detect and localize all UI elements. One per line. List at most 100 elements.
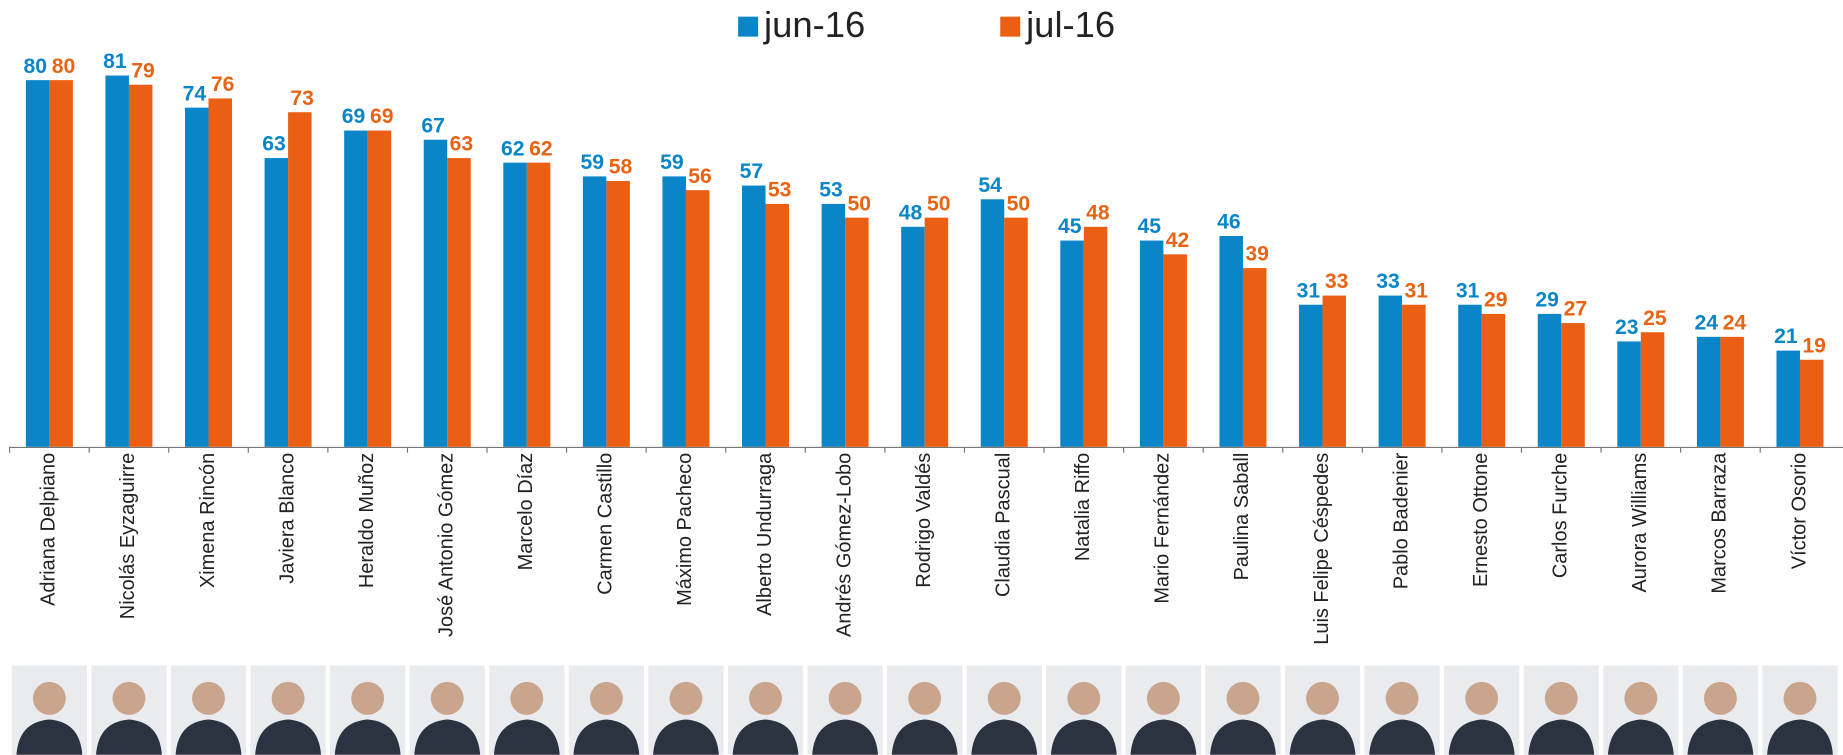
photo [1364, 665, 1440, 755]
x-tick-label: Heraldo Muñoz [356, 453, 378, 588]
x-tick-label: Marcos Barraza [1709, 452, 1731, 594]
data-label: 54 [978, 174, 1002, 197]
bar [1004, 217, 1028, 447]
photo-body [1607, 719, 1674, 755]
x-tick-label: Carmen Castillo [595, 453, 617, 595]
photo [489, 665, 565, 755]
bar [924, 217, 949, 447]
bar [1083, 226, 1108, 447]
photo-body [653, 719, 719, 755]
bar [582, 176, 607, 447]
data-label: 45 [1058, 215, 1082, 238]
photo-body [732, 719, 799, 755]
photo-body [1050, 719, 1117, 755]
bar [208, 98, 233, 447]
x-tick-label: Ernesto Ottone [1470, 453, 1492, 587]
photo-body [573, 719, 640, 755]
bar [344, 130, 368, 447]
bar [1561, 323, 1585, 447]
x-tick-label: Luis Felipe Céspedes [1311, 453, 1333, 645]
bar [264, 158, 289, 447]
photo-head [1067, 681, 1101, 715]
bar [1242, 268, 1267, 447]
bar [845, 217, 869, 447]
photo-body [175, 719, 242, 755]
bar [662, 176, 686, 447]
photo [1046, 665, 1122, 755]
data-label: 59 [660, 151, 684, 174]
data-label: 42 [1166, 229, 1190, 252]
photo [1284, 665, 1361, 755]
photo-head [351, 681, 385, 715]
data-label: 81 [103, 50, 127, 73]
bar [980, 199, 1005, 447]
photo [330, 665, 406, 755]
x-tick-label: Andrés Gómez-Lobo [833, 453, 855, 637]
bar [128, 84, 153, 447]
data-label: 59 [581, 151, 605, 174]
bar [1537, 313, 1562, 447]
data-label: 63 [262, 133, 286, 156]
photo-head [32, 681, 66, 715]
photo-body [812, 719, 879, 755]
data-label: 48 [899, 201, 923, 224]
photo [1125, 665, 1202, 755]
photo-body [1687, 719, 1754, 755]
bar [821, 203, 846, 447]
x-tick-label: Alberto Undurraga [754, 452, 776, 616]
photo-body [1448, 719, 1515, 755]
photo [568, 665, 644, 755]
data-label: 19 [1802, 334, 1826, 357]
photo [1603, 665, 1679, 755]
x-tick-label: Natalia Riffo [1072, 453, 1094, 561]
data-label: 80 [52, 55, 76, 78]
data-label: 23 [1615, 316, 1639, 339]
photo-head [1544, 681, 1578, 715]
photo-head [669, 681, 703, 715]
data-label: 53 [768, 179, 792, 202]
bar [49, 80, 73, 447]
data-label: 74 [183, 82, 207, 105]
bar [1481, 313, 1506, 447]
photo-head [192, 681, 225, 715]
photo-body [414, 719, 481, 755]
data-label: 79 [131, 59, 155, 82]
photo-body [971, 719, 1038, 755]
bar [526, 162, 551, 447]
photo-head [510, 681, 544, 715]
data-label: 67 [421, 114, 445, 137]
data-label: 69 [370, 105, 394, 128]
data-label: 80 [24, 55, 48, 78]
photo-body [96, 719, 162, 755]
photo-body [255, 719, 321, 755]
photo [966, 665, 1042, 755]
data-label: 29 [1535, 289, 1559, 312]
x-tick-label: José Antonio Gómez [436, 453, 458, 637]
photo-body [891, 719, 958, 755]
legend: jun-16 jul-16 [738, 4, 1115, 45]
bar [1378, 295, 1403, 447]
photo-body [493, 719, 560, 755]
bar [1696, 336, 1721, 447]
photo-body [1528, 719, 1595, 755]
photo [727, 665, 804, 755]
data-label: 31 [1297, 279, 1321, 302]
data-label: 76 [211, 73, 235, 96]
photo-head [271, 681, 305, 715]
bar [1776, 350, 1800, 447]
bar [423, 139, 448, 447]
x-tick-label: Carlos Furche [1550, 453, 1572, 578]
data-label: 24 [1723, 311, 1747, 334]
bar [1322, 295, 1347, 447]
legend-swatch [738, 16, 759, 37]
data-label: 25 [1643, 307, 1667, 330]
x-tick-label: Ximena Rincón [197, 453, 219, 588]
x-tick-label: Máximo Pacheco [674, 453, 696, 606]
x-tick-label: Aurora Williams [1629, 453, 1651, 593]
bar [1299, 304, 1323, 447]
photo [1444, 665, 1520, 755]
bar [685, 190, 710, 447]
x-tick-label: Víctor Osorio [1788, 453, 1810, 570]
photo [1523, 665, 1599, 755]
data-label: 57 [740, 160, 764, 183]
